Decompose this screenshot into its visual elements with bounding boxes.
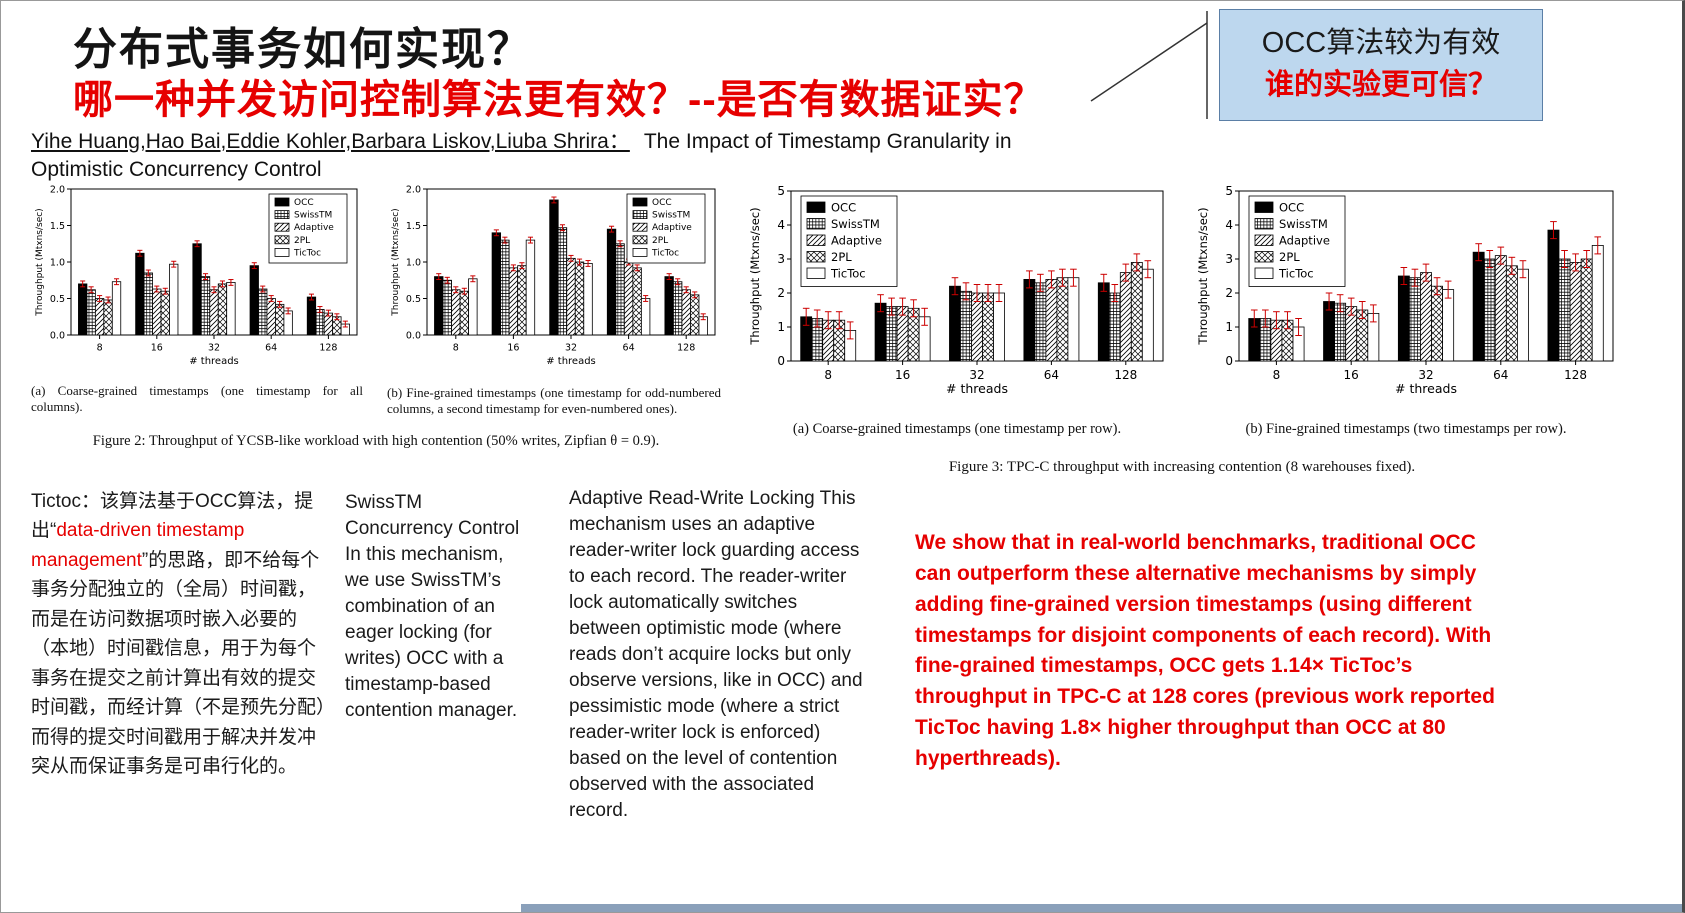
svg-text:1.5: 1.5 bbox=[406, 221, 421, 232]
paper-title-line2: Optimistic Concurrency Control bbox=[31, 158, 322, 181]
svg-text:OCC: OCC bbox=[294, 198, 314, 208]
svg-text:8: 8 bbox=[453, 343, 459, 354]
svg-text:0.0: 0.0 bbox=[406, 330, 421, 341]
svg-text:5: 5 bbox=[1225, 184, 1233, 198]
figure-3-caption: Figure 3: TPC-C throughput with increasi… bbox=[948, 459, 1416, 475]
svg-text:2PL: 2PL bbox=[1279, 250, 1300, 264]
svg-text:64: 64 bbox=[265, 343, 277, 354]
svg-text:5: 5 bbox=[777, 184, 785, 198]
figure-3a-caption: (a) Coarse-grained timestamps (one times… bbox=[792, 421, 1122, 437]
svg-text:Adaptive: Adaptive bbox=[1279, 234, 1330, 248]
svg-text:0.5: 0.5 bbox=[406, 294, 421, 305]
svg-text:1.0: 1.0 bbox=[50, 257, 65, 268]
svg-text:2.0: 2.0 bbox=[50, 184, 65, 195]
svg-text:1.5: 1.5 bbox=[50, 221, 65, 232]
svg-text:TicToc: TicToc bbox=[293, 248, 321, 258]
footer-bar bbox=[521, 904, 1682, 912]
svg-text:SwissTM: SwissTM bbox=[831, 217, 880, 231]
svg-text:0.5: 0.5 bbox=[50, 294, 65, 305]
svg-text:2PL: 2PL bbox=[652, 236, 668, 246]
figure-2b-chart: 0.0 0.5 1.0 1.5 2.0 Throughput (Mtxns/sec) 8 16… bbox=[387, 181, 721, 369]
svg-text:32: 32 bbox=[969, 368, 984, 382]
figure-2a-chart: 0.0 0.5 1.0 1.5 2.0 Throughput (Mtxns/sec) 8 16… bbox=[31, 181, 363, 369]
figure-3a-chart: 0 1 2 3 4 5 Throughput (Mtxns/sec) 8 16 32 64 128 # … bbox=[745, 183, 1169, 399]
paper-title-line1: The Impact of Timestamp Granularity in bbox=[643, 130, 1012, 153]
tictoc-note-prefix: Tictoc：该算法基于OCC算法，提出“ bbox=[31, 491, 314, 542]
figure-2a-caption: (a) Coarse-grained timestamps (one times… bbox=[31, 383, 363, 414]
svg-text:SwissTM: SwissTM bbox=[652, 211, 690, 221]
authors-line: Yihe Huang,Hao Bai,Eddie Kohler,Barbara … bbox=[31, 125, 1012, 155]
svg-text:Adaptive: Adaptive bbox=[831, 234, 882, 248]
figure-3b-caption: (b) Fine-grained timestamps (two timesta… bbox=[1245, 421, 1567, 437]
tictoc-note-suffix: ”的思路，即不给每个事务分配独立的（全局）时间戳，而是在访问数据项时嵌入必要的（… bbox=[31, 549, 326, 777]
svg-text:0.0: 0.0 bbox=[50, 330, 65, 341]
svg-text:1: 1 bbox=[777, 320, 785, 334]
svg-text:128: 128 bbox=[1114, 368, 1137, 382]
svg-text:16: 16 bbox=[151, 343, 163, 354]
svg-text:32: 32 bbox=[1418, 368, 1433, 382]
author-names: Yihe Huang,Hao Bai,Eddie Kohler,Barbara … bbox=[31, 130, 630, 153]
svg-text:Throughput (Mtxns/sec): Throughput (Mtxns/sec) bbox=[391, 208, 401, 316]
svg-text:OCC: OCC bbox=[652, 198, 672, 208]
svg-text:2.0: 2.0 bbox=[406, 184, 421, 195]
svg-text:Adaptive: Adaptive bbox=[652, 223, 692, 233]
svg-text:128: 128 bbox=[677, 343, 695, 354]
svg-text:128: 128 bbox=[319, 343, 337, 354]
svg-text:16: 16 bbox=[1344, 368, 1359, 382]
svg-text:4: 4 bbox=[1225, 218, 1233, 232]
conclusion-note: We show that in real-world benchmarks, t… bbox=[915, 531, 1495, 771]
svg-text:SwissTM: SwissTM bbox=[294, 211, 332, 221]
svg-text:2PL: 2PL bbox=[831, 250, 852, 264]
callout-box: OCC算法较为有效 谁的实验更可信？ bbox=[1219, 9, 1543, 121]
svg-text:Throughput (Mtxns/sec): Throughput (Mtxns/sec) bbox=[35, 208, 45, 316]
svg-text:32: 32 bbox=[208, 343, 220, 354]
figure-2-caption: Figure 2: Throughput of YCSB-like worklo… bbox=[92, 433, 660, 449]
tictoc-note: Tictoc：该算法基于OCC算法，提出“data-driven timesta… bbox=[31, 487, 334, 781]
svg-text:# threads: # threads bbox=[189, 356, 239, 367]
svg-text:2PL: 2PL bbox=[294, 236, 310, 246]
svg-text:8: 8 bbox=[824, 368, 832, 382]
swisstm-note: SwissTM Concurrency Control In this mech… bbox=[345, 492, 520, 722]
svg-text:0: 0 bbox=[777, 354, 785, 368]
svg-text:Throughput (Mtxns/sec): Throughput (Mtxns/sec) bbox=[748, 207, 762, 345]
svg-text:4: 4 bbox=[777, 218, 785, 232]
svg-text:64: 64 bbox=[1493, 368, 1508, 382]
svg-text:# threads: # threads bbox=[946, 381, 1008, 396]
svg-text:OCC: OCC bbox=[1279, 201, 1304, 215]
svg-text:16: 16 bbox=[895, 368, 910, 382]
svg-text:TicToc: TicToc bbox=[651, 248, 679, 258]
svg-text:2: 2 bbox=[1225, 286, 1233, 300]
adaptive-note: Adaptive Read-Write Locking This mechani… bbox=[569, 488, 863, 822]
svg-text:1: 1 bbox=[1225, 320, 1233, 334]
svg-text:Adaptive: Adaptive bbox=[294, 223, 334, 233]
svg-text:0: 0 bbox=[1225, 354, 1233, 368]
tictoc-note-highlight: data-driven timestamp management bbox=[31, 520, 245, 571]
svg-text:1.0: 1.0 bbox=[406, 257, 421, 268]
svg-text:OCC: OCC bbox=[831, 201, 856, 215]
svg-text:64: 64 bbox=[1044, 368, 1059, 382]
svg-text:3: 3 bbox=[1225, 252, 1233, 266]
callout-line1: OCC算法较为有效 bbox=[1261, 27, 1501, 59]
svg-text:16: 16 bbox=[507, 343, 519, 354]
svg-text:3: 3 bbox=[777, 252, 785, 266]
svg-text:32: 32 bbox=[565, 343, 577, 354]
slide-title: 分布式事务如何实现？ bbox=[73, 25, 533, 74]
figure-3b-chart: 0 1 2 3 4 5 Throughput (Mtxns/sec) 8 16 32 64 128 # … bbox=[1193, 183, 1619, 399]
svg-text:TicToc: TicToc bbox=[830, 267, 866, 281]
callout-line2: 谁的实验更可信？ bbox=[1264, 69, 1497, 102]
svg-text:SwissTM: SwissTM bbox=[1279, 217, 1328, 231]
figure-2b-caption: (b) Fine-grained timestamps (one timesta… bbox=[387, 385, 721, 416]
svg-text:128: 128 bbox=[1564, 368, 1587, 382]
slide-subtitle: 哪一种并发访问控制算法更有效？--是否有数据证实？ bbox=[73, 78, 1045, 122]
svg-text:Throughput (Mtxns/sec): Throughput (Mtxns/sec) bbox=[1196, 207, 1210, 345]
svg-text:64: 64 bbox=[623, 343, 635, 354]
svg-text:8: 8 bbox=[1273, 368, 1281, 382]
svg-text:TicToc: TicToc bbox=[1278, 267, 1314, 281]
svg-text:2: 2 bbox=[777, 286, 785, 300]
svg-text:# threads: # threads bbox=[546, 356, 596, 367]
svg-text:# threads: # threads bbox=[1395, 381, 1457, 396]
svg-text:8: 8 bbox=[97, 343, 103, 354]
